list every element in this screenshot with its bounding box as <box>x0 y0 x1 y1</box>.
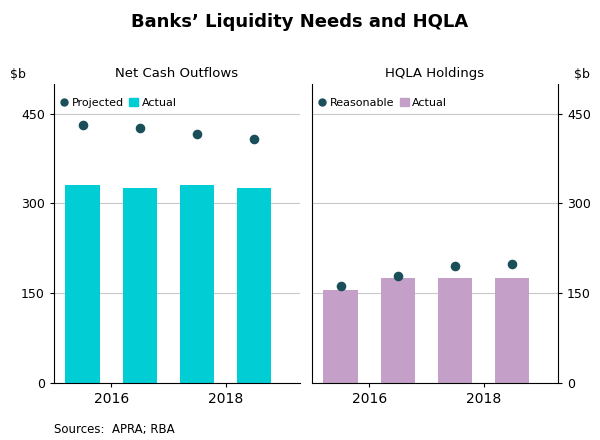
Text: Sources:  APRA; RBA: Sources: APRA; RBA <box>54 422 175 436</box>
Legend: Reasonable, Actual: Reasonable, Actual <box>317 98 447 108</box>
Point <box>508 261 517 268</box>
Title: Net Cash Outflows: Net Cash Outflows <box>115 66 239 80</box>
Point <box>135 125 145 132</box>
Text: Banks’ Liquidity Needs and HQLA: Banks’ Liquidity Needs and HQLA <box>131 13 469 31</box>
Text: $b: $b <box>10 68 26 81</box>
Point <box>336 282 346 290</box>
Text: $b: $b <box>574 68 590 81</box>
Point <box>192 131 202 138</box>
Point <box>78 122 88 129</box>
Bar <box>237 188 271 383</box>
Bar <box>495 278 529 383</box>
Bar <box>122 188 157 383</box>
Bar <box>323 290 358 383</box>
Title: HQLA Holdings: HQLA Holdings <box>385 66 485 80</box>
Bar <box>180 185 214 383</box>
Point <box>250 135 259 142</box>
Point <box>393 273 403 280</box>
Point <box>450 263 460 270</box>
Bar <box>438 278 472 383</box>
Bar <box>380 278 415 383</box>
Bar <box>65 185 100 383</box>
Legend: Projected, Actual: Projected, Actual <box>59 98 176 108</box>
